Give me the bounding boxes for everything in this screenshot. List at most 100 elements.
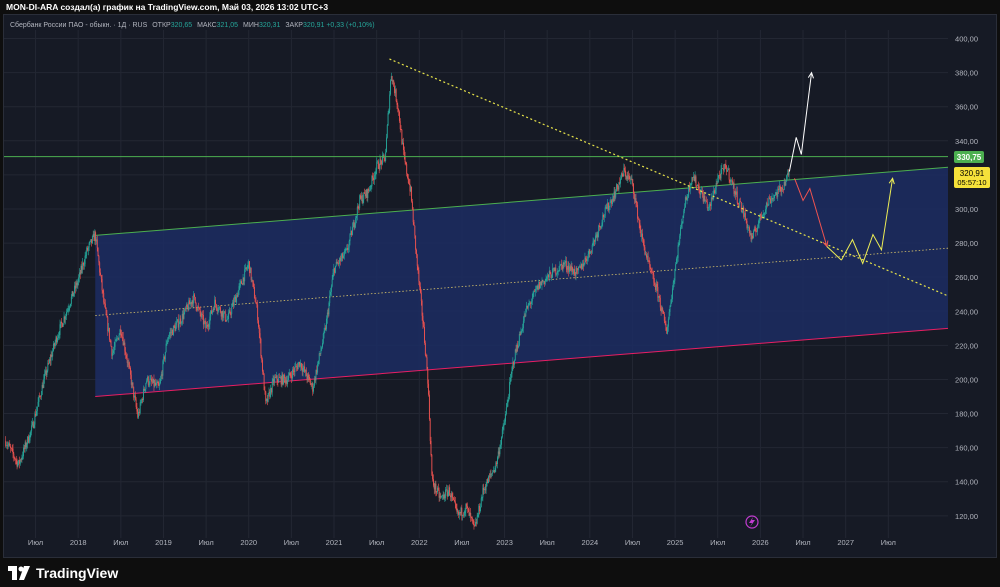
candle-body bbox=[340, 257, 342, 261]
candle-body bbox=[631, 179, 633, 180]
candle-body bbox=[82, 262, 84, 270]
lightning-icon[interactable] bbox=[745, 515, 759, 529]
candle-body bbox=[230, 313, 232, 315]
candle-body bbox=[54, 342, 56, 346]
candle-body bbox=[267, 393, 269, 402]
candle-body bbox=[185, 304, 187, 310]
candle-body bbox=[599, 225, 600, 227]
candle-body bbox=[725, 164, 727, 168]
candle-body bbox=[608, 206, 610, 211]
candle-body bbox=[254, 298, 256, 302]
candle-body bbox=[450, 493, 452, 498]
candle-body bbox=[588, 249, 590, 255]
candle-body bbox=[83, 263, 85, 266]
symbol-name[interactable]: Сбербанк России ПАО - обыкн. · 1Д · RUS bbox=[10, 22, 148, 29]
candle-body bbox=[92, 234, 94, 237]
candle-body bbox=[240, 281, 242, 284]
candle-body bbox=[556, 273, 558, 275]
candle-body bbox=[321, 347, 323, 351]
candle-body bbox=[738, 203, 740, 205]
regression-channel[interactable] bbox=[95, 166, 949, 398]
candle-body bbox=[74, 285, 76, 289]
candle-body bbox=[737, 202, 739, 204]
candle-body bbox=[318, 353, 320, 361]
candle-body bbox=[292, 369, 294, 371]
candle-body bbox=[382, 155, 384, 156]
candle-body bbox=[460, 507, 462, 514]
candle-body bbox=[735, 191, 737, 195]
candle-body bbox=[562, 262, 564, 270]
candle-body bbox=[699, 192, 701, 195]
candle-body bbox=[621, 173, 623, 175]
candle-body bbox=[429, 419, 431, 441]
candle-body bbox=[377, 161, 378, 163]
candle-body bbox=[87, 247, 88, 251]
candle-body bbox=[688, 185, 690, 197]
candle-body bbox=[511, 367, 513, 374]
candle-body bbox=[398, 111, 400, 122]
candle-body bbox=[414, 225, 416, 236]
candle-body bbox=[671, 299, 673, 304]
candle-body bbox=[464, 511, 466, 514]
x-tick-label: Июл bbox=[198, 538, 213, 547]
candle-body bbox=[427, 368, 429, 384]
level-price-badge: 330,75 bbox=[957, 153, 982, 162]
candle-body bbox=[400, 129, 402, 130]
candle-body bbox=[783, 181, 785, 191]
candle-body bbox=[770, 198, 771, 204]
x-tick-label: 2024 bbox=[581, 538, 598, 547]
candle-body bbox=[240, 281, 242, 284]
candle-body bbox=[412, 208, 414, 223]
candle-body bbox=[165, 343, 167, 353]
candle-body bbox=[343, 255, 344, 259]
tradingview-logo[interactable]: TradingView bbox=[8, 562, 118, 584]
x-tick-label: Июл bbox=[625, 538, 640, 547]
candle-body bbox=[189, 300, 191, 305]
candle-body bbox=[351, 230, 353, 236]
candle-body bbox=[222, 310, 224, 318]
candle-body bbox=[775, 192, 777, 195]
candle-body bbox=[595, 235, 596, 242]
candle-body bbox=[338, 262, 340, 264]
candle-body bbox=[437, 487, 438, 493]
candle-body bbox=[711, 197, 713, 200]
candle-body bbox=[688, 185, 690, 191]
candle-body bbox=[269, 391, 271, 397]
candle-body bbox=[787, 173, 789, 176]
candle-body bbox=[541, 281, 543, 285]
candle-body bbox=[315, 370, 317, 381]
candle-body bbox=[551, 277, 553, 279]
candle-body bbox=[560, 263, 562, 265]
candle-body bbox=[686, 197, 688, 200]
candle-body bbox=[147, 376, 149, 385]
low-value: 320,31 bbox=[258, 22, 281, 29]
candle-body bbox=[625, 176, 627, 177]
candle-body bbox=[509, 381, 511, 397]
change-value: +0,33 (+0,10%) bbox=[326, 22, 375, 29]
x-tick-label: Июл bbox=[540, 538, 555, 547]
drawings[interactable] bbox=[4, 58, 949, 297]
candle-body bbox=[297, 364, 299, 370]
candle-body bbox=[424, 327, 425, 343]
last-price-badge-bg bbox=[954, 167, 990, 188]
candle-body bbox=[189, 302, 191, 305]
candle-body bbox=[156, 382, 158, 383]
candle-body bbox=[646, 254, 647, 258]
candle-body bbox=[661, 308, 663, 312]
candle-body bbox=[316, 370, 318, 373]
candle-body bbox=[605, 207, 607, 208]
candle-body bbox=[444, 497, 446, 499]
candle-body bbox=[766, 202, 768, 205]
candle-body bbox=[10, 448, 12, 449]
candle-body bbox=[484, 488, 486, 491]
candle-body bbox=[585, 257, 587, 259]
candle-body bbox=[86, 247, 88, 255]
candle-body bbox=[281, 374, 283, 385]
candle-body bbox=[778, 188, 780, 191]
candle-body bbox=[360, 195, 361, 199]
candle-body bbox=[663, 313, 665, 321]
candle-body bbox=[624, 167, 626, 171]
candle-body bbox=[308, 374, 310, 377]
candle-body bbox=[161, 374, 163, 376]
